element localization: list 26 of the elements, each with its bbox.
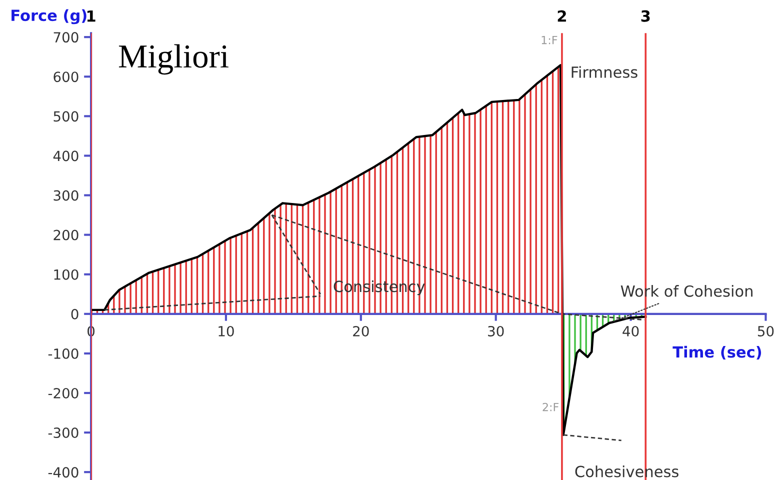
x-tick-label: 20	[353, 326, 369, 336]
y-tick-label: 500	[54, 111, 78, 122]
annotation: Firmness	[572, 66, 638, 78]
x-axis-title: Time (sec)	[672, 346, 762, 360]
annotation: 1:F	[542, 36, 558, 44]
y-tick-label: -300	[48, 428, 78, 438]
x-tick-label: 10	[218, 326, 234, 336]
y-tick-label: 0	[71, 308, 78, 320]
y-tick-label: -100	[48, 348, 78, 359]
annotation: Migliori	[118, 44, 228, 75]
x-tick-label: 50	[758, 326, 774, 336]
y-tick-label: 300	[54, 190, 78, 201]
y-tick-label: -200	[48, 388, 78, 398]
y-tick-label: 200	[54, 230, 78, 240]
annotation: 2	[558, 10, 566, 22]
y-tick-label: 700	[54, 32, 78, 43]
x-tick-label: 40	[622, 326, 639, 336]
annotation: 2:F	[542, 402, 559, 412]
y-tick-label: 100	[54, 269, 78, 280]
annotation: 3	[641, 10, 650, 22]
y-axis-title: Force (g)	[12, 9, 86, 24]
annotation: 1	[87, 10, 96, 22]
y-tick-label: 400	[53, 150, 78, 162]
x-tick-label: 30	[488, 326, 504, 336]
y-tick-label: 600	[54, 72, 78, 82]
y-tick-label: -400	[48, 467, 78, 478]
